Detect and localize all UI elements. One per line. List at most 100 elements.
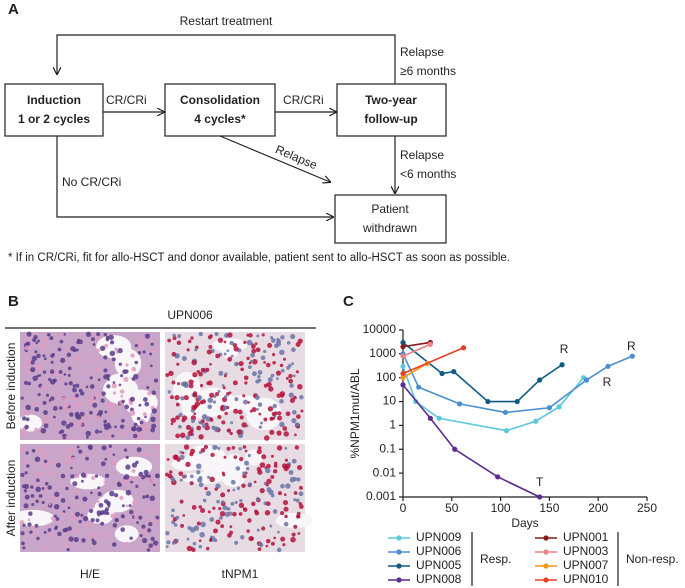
cell [95,415,102,421]
cell [194,401,201,407]
cell [68,381,73,386]
cell [238,502,245,508]
cell [60,498,66,503]
cell [40,427,47,434]
cell [170,514,175,518]
cell [52,406,58,411]
cell [121,504,125,508]
legend-marker [543,577,549,583]
cell [21,430,26,436]
cell [85,456,89,461]
cell [149,382,153,386]
cell [212,506,216,510]
cell [120,527,126,532]
cell [239,415,244,420]
fat-vacuole [17,414,43,432]
cell [138,343,144,349]
cell [58,430,62,435]
data-point [605,363,611,369]
cell [220,524,225,529]
cell [280,511,285,516]
cell [167,473,173,479]
cell [148,521,153,527]
cell [154,445,160,451]
cell [209,535,214,539]
cell [139,420,144,425]
cell [151,390,157,396]
cell [187,339,192,344]
cell [61,483,65,487]
cell [276,430,282,436]
cell [105,335,110,340]
cell [288,378,294,384]
cell [230,501,235,506]
cell [190,336,194,340]
cell [146,385,150,390]
cell [103,419,107,424]
cell [250,536,254,541]
cell [35,471,42,477]
cell [140,423,146,429]
cell [270,373,275,378]
legend-label: UPN008 [416,572,462,586]
cell [203,444,209,450]
cell [293,491,298,495]
cell [185,424,191,430]
cell [45,393,50,397]
cell [147,391,152,396]
cell [236,429,242,435]
cell [207,397,214,404]
cell [178,412,183,418]
y-tick-label: 0.1 [379,441,396,455]
cell [25,341,31,346]
y-tick-label: 0.01 [373,465,397,479]
cell [285,376,289,380]
cell [221,471,225,475]
cell [44,416,50,421]
cell [35,499,39,504]
cell [255,347,261,353]
cell [263,417,268,422]
cell [190,418,196,424]
cell [151,423,157,429]
cell [153,453,158,457]
cell [247,401,250,404]
cell [47,533,52,538]
cell [265,467,271,474]
cell [282,357,287,361]
cell [106,384,111,389]
cell [112,381,116,384]
cell [36,353,41,359]
cell [263,361,266,364]
cell [189,448,196,454]
cell [35,486,41,493]
cell [90,517,95,523]
cell [242,394,246,398]
cell [176,362,180,366]
cell [292,410,297,415]
cell [23,380,29,386]
cell [44,481,49,486]
cell [65,486,69,491]
cell [206,349,212,355]
cell [230,421,234,425]
cell [51,495,56,500]
box [334,194,447,244]
cell [43,423,49,429]
cell [296,464,303,471]
cell [171,508,175,513]
cell [180,523,185,528]
cell [110,513,116,519]
data-point [503,428,510,434]
cell [200,419,205,424]
cell [254,510,260,516]
legend-group: Non-resp. [626,552,679,566]
data-point [546,405,553,411]
cell [65,407,70,412]
cell [219,510,226,517]
cell [109,340,115,345]
cell [155,509,159,513]
cell [54,526,58,531]
micrograph [165,331,305,441]
